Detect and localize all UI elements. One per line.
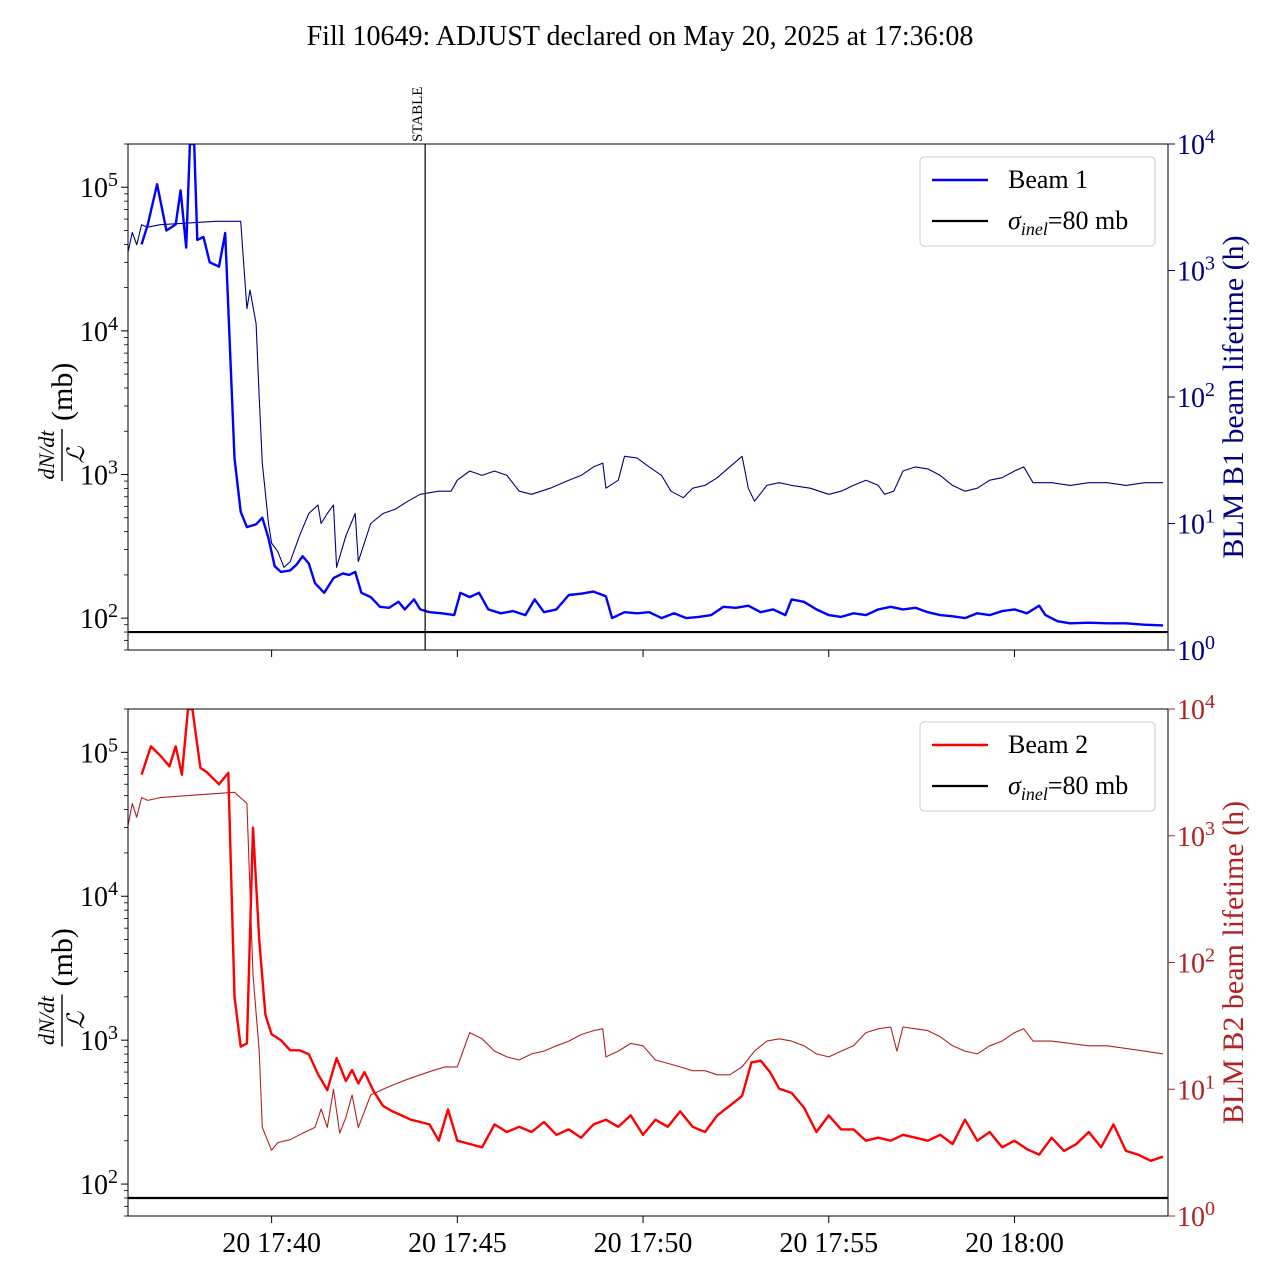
left-y-tick-label: 105 xyxy=(80,734,118,769)
stable-label: STABLE xyxy=(410,87,426,142)
x-tick-label: 20 17:50 xyxy=(594,1228,693,1259)
left-y-tick-label: 104 xyxy=(80,878,118,913)
right-y-tick-label: 104 xyxy=(1177,691,1215,726)
right-y-tick-label: 100 xyxy=(1177,1198,1215,1233)
left-y-tick-label: 102 xyxy=(80,600,118,635)
legend-label-beam: Beam 2 xyxy=(1008,730,1088,759)
right-y-tick-label: 102 xyxy=(1177,379,1215,414)
left-y-tick-label: 105 xyxy=(80,169,118,204)
panel-beam2: 102 103 104 105 100 101 102 103 104 20 17:40 20 17… xyxy=(34,691,1250,1259)
x-tick-label: 20 17:40 xyxy=(222,1228,321,1259)
right-y-tick-label: 101 xyxy=(1177,1071,1215,1106)
right-y-tick-label: 103 xyxy=(1177,818,1215,853)
x-tick-label: 20 18:00 xyxy=(965,1228,1064,1259)
left-y-tick-label: 103 xyxy=(80,457,118,492)
left-y-axis-label: dN/dt ℒ (mb) xyxy=(34,363,90,481)
y-label-unit: (mb) xyxy=(46,363,79,421)
y-label-unit: (mb) xyxy=(46,928,79,986)
left-y-tick-label: 103 xyxy=(80,1022,118,1057)
right-y-tick-label: 101 xyxy=(1177,506,1215,541)
beam1-loss-line xyxy=(140,144,1164,627)
legend-label-beam: Beam 1 xyxy=(1008,165,1088,194)
right-y-tick-label: 102 xyxy=(1177,945,1215,980)
right-y-tick-label: 104 xyxy=(1177,126,1215,161)
beam1-lifetime-line xyxy=(128,220,1163,568)
left-y-tick-label: 104 xyxy=(80,313,118,348)
legend-label-sigma: σinel=80 mb xyxy=(1008,771,1128,804)
y-label-numerator: dN/dt xyxy=(34,995,59,1045)
beam2-loss-line xyxy=(140,709,1164,1163)
y-label-numerator: dN/dt xyxy=(34,430,59,480)
y-label-denominator: ℒ xyxy=(64,1011,90,1029)
plot-area xyxy=(128,709,1168,1200)
x-tick-label: 20 17:45 xyxy=(408,1228,507,1259)
right-y-tick-label: 103 xyxy=(1177,253,1215,288)
beam2-lifetime-line xyxy=(128,791,1164,1151)
x-tick-label: 20 17:55 xyxy=(779,1228,878,1259)
left-y-tick-label: 102 xyxy=(80,1166,118,1201)
legend-label-sigma: σinel=80 mb xyxy=(1008,206,1128,239)
panel-beam1: STABLE 102 103 104 105 100 101 102 103 104 dN/dt ℒ (… xyxy=(34,87,1250,667)
figure-title: Fill 10649: ADJUST declared on May 20, 2… xyxy=(307,21,974,52)
y-label-denominator: ℒ xyxy=(64,446,90,464)
plot-area xyxy=(128,144,1168,634)
right-y-tick-label: 100 xyxy=(1177,632,1215,667)
right-y-axis-label: BLM B1 beam lifetime (h) xyxy=(1217,235,1250,558)
left-y-axis-label: dN/dt ℒ (mb) xyxy=(34,928,90,1047)
right-y-axis-label: BLM B2 beam lifetime (h) xyxy=(1217,801,1250,1124)
